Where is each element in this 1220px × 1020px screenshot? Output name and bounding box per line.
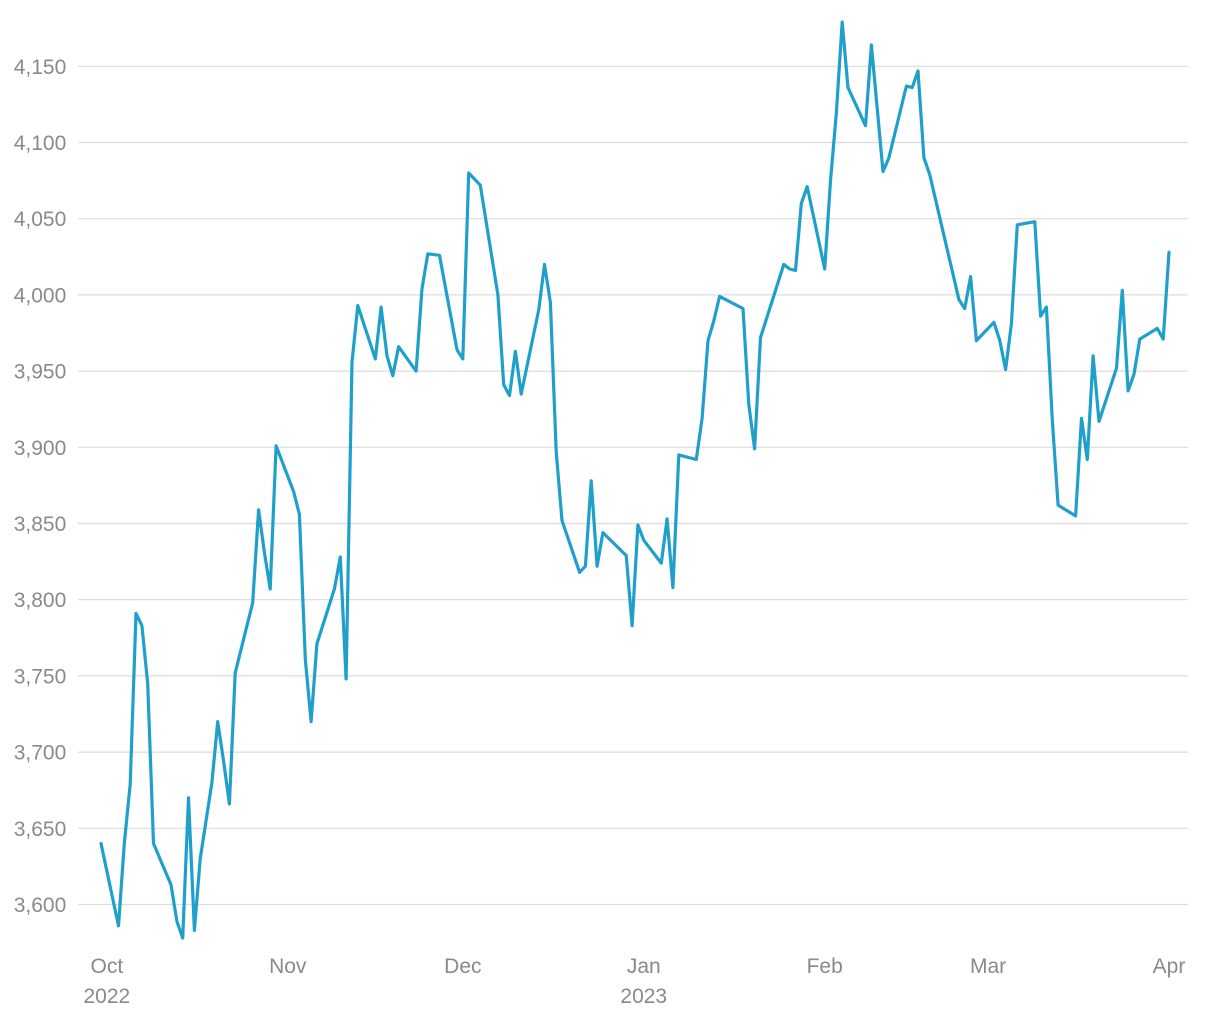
y-tick-label: 3,600 (14, 894, 67, 917)
gridlines (78, 65, 1188, 906)
x-tick-label: Mar (970, 955, 1006, 978)
y-tick-label: 3,650 (14, 818, 67, 841)
x-tick-label: Feb (807, 955, 843, 978)
x-tick-label: Dec (444, 955, 481, 978)
y-tick-label: 4,000 (14, 284, 67, 307)
y-tick-label: 3,950 (14, 361, 67, 384)
x-tick-label: Apr (1153, 955, 1186, 978)
y-tick-label: 4,100 (14, 132, 67, 155)
x-axis-labels: Oct 2022 Nov Dec Jan 2023 Feb Mar Apr (83, 955, 1185, 1008)
x-tick-year-label: 2023 (620, 985, 667, 1008)
y-tick-label: 3,800 (14, 589, 67, 612)
y-tick-label: 3,850 (14, 513, 67, 536)
series-layer (99, 20, 1171, 940)
y-tick-label: 3,700 (14, 742, 67, 765)
y-tick-label: 4,050 (14, 208, 67, 231)
series-line-0 (99, 20, 1171, 940)
x-tick-label: Jan (627, 955, 661, 978)
y-axis-labels: 3,600 3,650 3,700 3,750 3,800 3,850 3,900 3,950… (14, 56, 67, 917)
x-tick-label: Nov (269, 955, 307, 978)
y-tick-label: 4,150 (14, 56, 67, 79)
y-tick-label: 3,900 (14, 437, 67, 460)
x-tick-label: Oct (91, 955, 124, 978)
y-tick-label: 3,750 (14, 665, 67, 688)
x-tick-year-label: 2022 (83, 985, 130, 1008)
